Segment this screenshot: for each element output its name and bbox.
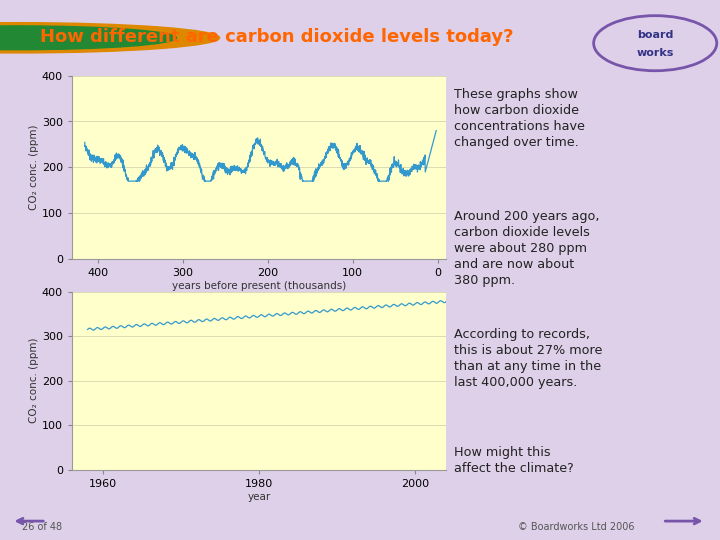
Text: 26 of 48: 26 of 48 [22, 522, 62, 531]
Text: How might this
affect the climate?: How might this affect the climate? [454, 446, 573, 475]
X-axis label: year: year [248, 491, 271, 502]
Y-axis label: CO₂ conc. (ppm): CO₂ conc. (ppm) [29, 338, 39, 423]
Y-axis label: CO₂ conc. (ppm): CO₂ conc. (ppm) [29, 125, 39, 210]
Text: According to records,
this is about 27% more
than at any time in the
last 400,00: According to records, this is about 27% … [454, 328, 602, 389]
Circle shape [0, 23, 220, 53]
Text: © Boardworks Ltd 2006: © Boardworks Ltd 2006 [518, 522, 635, 531]
Text: These graphs show
how carbon dioxide
concentrations have
changed over time.: These graphs show how carbon dioxide con… [454, 88, 585, 149]
Text: Around 200 years ago,
carbon dioxide levels
were about 280 ppm
and are now about: Around 200 years ago, carbon dioxide lev… [454, 211, 599, 287]
Text: board: board [637, 30, 673, 40]
Circle shape [0, 26, 176, 50]
Text: How different are carbon dioxide levels today?: How different are carbon dioxide levels … [40, 28, 513, 46]
X-axis label: years before present (thousands): years before present (thousands) [172, 281, 346, 291]
Text: works: works [636, 48, 674, 58]
